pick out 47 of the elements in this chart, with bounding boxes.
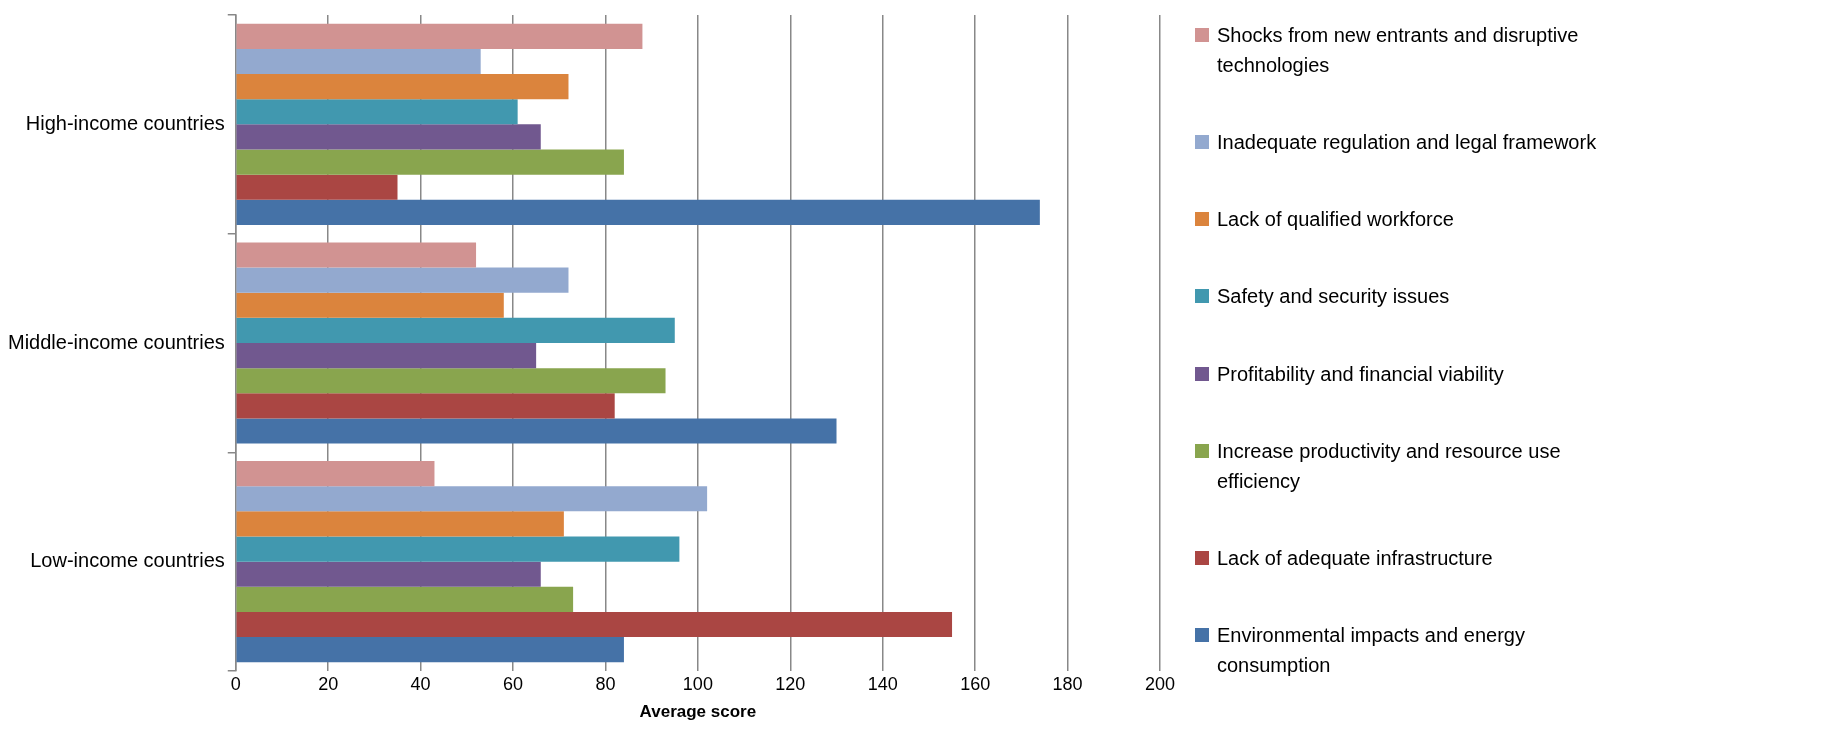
bar [236, 174, 398, 200]
bar [236, 486, 708, 512]
bar [236, 74, 569, 100]
bar [236, 23, 643, 49]
bar [236, 124, 541, 150]
x-tick-label: 40 [410, 673, 431, 694]
bar [236, 317, 675, 343]
bar [236, 292, 504, 318]
bar [236, 561, 541, 587]
bar [236, 149, 624, 175]
y-tick-label: Middle-income countries [7, 330, 225, 353]
x-tick-label: 120 [775, 673, 806, 694]
x-tick-label: 60 [503, 673, 524, 694]
bar [236, 99, 518, 125]
bar [236, 242, 477, 268]
y-tick-label: Low-income countries [30, 549, 225, 572]
bar [236, 48, 481, 75]
y-tick-label: High-income countries [25, 111, 225, 134]
x-tick-label: 200 [1144, 673, 1176, 694]
legend-label: Increase productivity and resource use efficiency [1217, 438, 1562, 494]
legend-label: Profitability and financial viability [1217, 361, 1504, 387]
legend-label: Lack of qualified workforce [1217, 207, 1454, 233]
x-tick-label: 160 [960, 673, 991, 694]
bar [236, 637, 624, 663]
bar [236, 199, 1040, 225]
x-axis-title: Average score [639, 702, 757, 722]
x-tick-label: 80 [595, 673, 616, 694]
bar [236, 368, 666, 394]
legend-label: Inadequate regulation and legal framework [1217, 130, 1597, 156]
bar [236, 586, 574, 612]
x-tick-label: 0 [230, 673, 241, 694]
bar [236, 343, 537, 369]
bar [236, 418, 837, 444]
legend-label: Shocks from new entrants and disruptive technologies [1217, 23, 1580, 78]
x-tick-label: 100 [682, 673, 713, 694]
bar [236, 611, 953, 638]
bar [236, 461, 435, 487]
x-tick-label: 140 [867, 673, 898, 694]
x-tick-label: 20 [318, 673, 339, 694]
bar [236, 511, 564, 537]
legend-label: Environmental impacts and energy consumption [1217, 623, 1526, 678]
x-tick-label: 180 [1052, 673, 1083, 694]
bar [236, 267, 569, 293]
legend-label: Safety and security issues [1217, 284, 1450, 310]
legend-label: Lack of adequate infrastructure [1217, 545, 1493, 571]
bar [236, 536, 680, 562]
bar [236, 393, 615, 419]
